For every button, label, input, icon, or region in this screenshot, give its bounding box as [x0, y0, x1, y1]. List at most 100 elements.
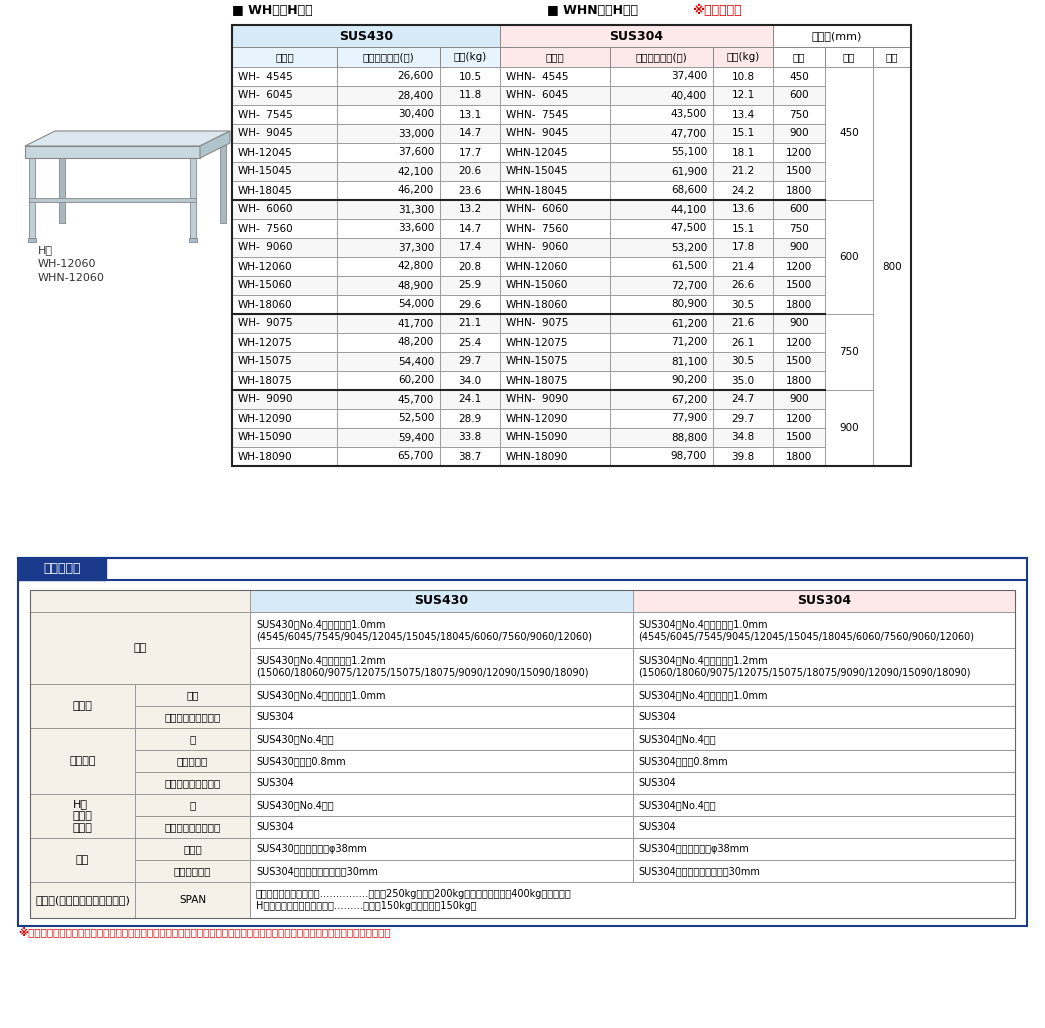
Bar — [500, 295, 610, 314]
Text: 88,800: 88,800 — [671, 433, 707, 442]
Text: パイプ: パイプ — [183, 844, 202, 854]
Bar — [500, 447, 610, 466]
Bar — [336, 67, 440, 86]
Bar — [440, 86, 500, 105]
Text: 1800: 1800 — [786, 375, 812, 386]
Bar — [825, 390, 873, 466]
Text: 30,400: 30,400 — [398, 110, 434, 119]
Bar — [250, 728, 632, 750]
Text: 34.0: 34.0 — [459, 375, 482, 386]
Text: 71,200: 71,200 — [671, 337, 707, 347]
Text: 21.6: 21.6 — [732, 319, 754, 329]
Bar — [773, 105, 825, 124]
Bar — [773, 371, 825, 390]
Bar — [610, 181, 713, 200]
Bar — [773, 352, 825, 371]
Bar — [610, 428, 713, 447]
Bar — [610, 47, 713, 67]
Text: 29.7: 29.7 — [732, 413, 754, 424]
Text: WHN-15060: WHN-15060 — [506, 281, 568, 291]
Text: ※作業台（アジャスト付）は「天板」「各種棚・枠」「支柱（アジャスト付）」のパーツに分かれていて、組立が必要な製品です。: ※作業台（アジャスト付）は「天板」「各種棚・枠」「支柱（アジャスト付）」のパーツ… — [18, 926, 391, 938]
Bar — [336, 181, 440, 200]
Text: 24.2: 24.2 — [732, 185, 754, 195]
Bar — [336, 238, 440, 257]
Bar — [610, 105, 713, 124]
Text: 54,000: 54,000 — [398, 299, 434, 309]
Bar — [440, 105, 500, 124]
Text: SUS304　No.4仕上　板厚1.2mm
(15060/18060/9075/12075/15075/18075/9090/12090/15090/18090: SUS304 No.4仕上 板厚1.2mm (15060/18060/9075/… — [638, 655, 971, 677]
Text: コーナーブラケット: コーナーブラケット — [164, 822, 220, 832]
Text: 81,100: 81,100 — [671, 357, 707, 367]
Text: 41,700: 41,700 — [398, 319, 434, 329]
Bar — [232, 124, 336, 143]
Text: 68,600: 68,600 — [671, 185, 707, 195]
Text: 1200: 1200 — [786, 413, 812, 424]
Text: SUS304: SUS304 — [638, 778, 676, 788]
Bar — [632, 772, 1015, 794]
Text: 28.9: 28.9 — [459, 413, 482, 424]
Polygon shape — [190, 158, 196, 238]
Text: SUS430　No.4仕上: SUS430 No.4仕上 — [256, 800, 333, 810]
Bar — [773, 314, 825, 333]
Bar — [610, 219, 713, 238]
Text: 54,400: 54,400 — [398, 357, 434, 367]
Text: 52,500: 52,500 — [398, 413, 434, 424]
Bar — [773, 86, 825, 105]
Bar — [610, 390, 713, 409]
Bar — [440, 276, 500, 295]
Bar — [610, 162, 713, 181]
Bar — [135, 838, 250, 860]
Text: 900: 900 — [839, 423, 859, 433]
Text: 900: 900 — [789, 395, 809, 404]
Text: コーナーブラケット: コーナーブラケット — [164, 712, 220, 722]
Bar — [232, 47, 336, 67]
Bar — [773, 200, 825, 219]
Bar — [500, 390, 610, 409]
Bar — [336, 47, 440, 67]
Bar — [500, 86, 610, 105]
Bar — [250, 882, 1015, 918]
Text: SUS430　No.4仕上　板厚1.2mm
(15060/18060/9075/12075/15075/18075/9090/12090/15090/18090: SUS430 No.4仕上 板厚1.2mm (15060/18060/9075/… — [256, 655, 588, 677]
Text: 17.8: 17.8 — [732, 243, 754, 253]
Bar — [873, 47, 911, 67]
Text: 14.7: 14.7 — [459, 223, 482, 233]
Bar — [713, 200, 773, 219]
Text: 1200: 1200 — [786, 147, 812, 157]
Text: 59,400: 59,400 — [398, 433, 434, 442]
Text: 65,700: 65,700 — [398, 451, 434, 462]
Bar — [610, 67, 713, 86]
Polygon shape — [29, 158, 34, 238]
Bar — [773, 257, 825, 276]
Text: H枠: H枠 — [38, 245, 53, 255]
Bar — [250, 772, 632, 794]
Bar — [500, 181, 610, 200]
Text: 29.7: 29.7 — [459, 357, 482, 367]
Bar — [500, 314, 610, 333]
Bar — [773, 428, 825, 447]
Bar — [232, 25, 911, 466]
Text: 45,700: 45,700 — [398, 395, 434, 404]
Bar — [440, 238, 500, 257]
Text: 35.0: 35.0 — [732, 375, 754, 386]
Text: SUS304　No.4仕上　板厚1.0mm: SUS304 No.4仕上 板厚1.0mm — [638, 690, 768, 700]
Text: ベタ棚: ベタ棚 — [72, 701, 92, 711]
Bar — [773, 143, 825, 162]
Bar — [250, 750, 632, 772]
Text: WH-  9060: WH- 9060 — [238, 243, 293, 253]
Bar — [232, 238, 336, 257]
Text: SUS304: SUS304 — [256, 778, 294, 788]
Text: WHN-12045: WHN-12045 — [506, 147, 568, 157]
Bar — [610, 447, 713, 466]
Bar — [610, 200, 713, 219]
Text: WHN-12060: WHN-12060 — [38, 273, 104, 283]
Text: SUS304: SUS304 — [638, 822, 676, 832]
Bar — [336, 105, 440, 124]
Bar — [440, 314, 500, 333]
Bar — [30, 882, 135, 918]
Text: 型　式: 型 式 — [545, 52, 564, 62]
Text: 48,900: 48,900 — [398, 281, 434, 291]
Bar — [336, 200, 440, 219]
Text: WHN-18045: WHN-18045 — [506, 185, 568, 195]
Text: SUS304　丸パイプ　φ38mm: SUS304 丸パイプ φ38mm — [638, 844, 749, 854]
Bar — [30, 838, 135, 882]
